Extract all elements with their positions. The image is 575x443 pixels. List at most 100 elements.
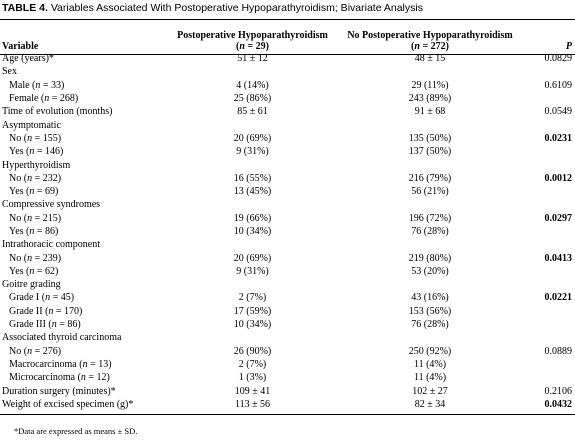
table-row: Yes (n = 62) 9 (31%) 53 (20%) — [0, 265, 575, 278]
cell-p-value — [525, 92, 575, 105]
row-label: Hyperthyroidism — [2, 159, 71, 171]
cell-p-value: 0.0012 — [544, 172, 573, 184]
cell-no-hypo — [335, 238, 525, 251]
table-row: Weight of excised specimen (g)* 113 ± 56 8… — [0, 398, 575, 411]
table-row: No (n = 215) 19 (66%) 196 (72%) 0.0297 — [0, 212, 575, 225]
data-table: Variable Postoperative Hypoparathyroidis… — [0, 26, 575, 411]
cell-p-value — [525, 318, 575, 331]
table-caption: TABLE 4. Variables Associated With Posto… — [2, 2, 572, 17]
row-label: Compressive syndromes — [2, 199, 101, 211]
cell-p-value — [525, 305, 575, 318]
cell-hypo: 16 (55%) — [233, 172, 272, 184]
cell-p-value — [525, 278, 575, 291]
header-rule — [0, 54, 575, 55]
table-row: Grade II (n = 170) 17 (59%) 153 (56%) — [0, 305, 575, 318]
table-row: Grade III (n = 86) 10 (34%) 76 (28%) — [0, 318, 575, 331]
header-hypo-n: (n = 29) — [236, 41, 269, 52]
cell-no-hypo — [335, 65, 525, 78]
table-row: Intrathoracic component — [0, 238, 575, 251]
cell-hypo: 2 (7%) — [238, 292, 267, 304]
cell-p-value: 0.0221 — [544, 292, 573, 304]
table-row: Grade I (n = 45) 2 (7%) 43 (16%) 0.0221 — [0, 291, 575, 304]
table-row: No (n = 232) 16 (55%) 216 (79%) 0.0012 — [0, 172, 575, 185]
cell-p-value: 0.0829 — [544, 53, 573, 65]
row-label: Intrathoracic component — [2, 239, 101, 251]
row-label: Grade III (n = 86) — [9, 319, 81, 331]
cell-no-hypo: 243 (89%) — [408, 93, 452, 105]
row-label: Associated thyroid carcinoma — [2, 332, 122, 344]
cell-p-value: 0.6109 — [544, 79, 573, 91]
bottom-rule — [0, 414, 575, 415]
cell-no-hypo: 102 ± 27 — [412, 385, 448, 397]
footnote: *Data are expressed as means ± SD. — [14, 426, 138, 436]
cell-hypo: 85 ± 61 — [237, 106, 268, 118]
cell-no-hypo: 153 (56%) — [408, 305, 452, 317]
cell-hypo — [170, 331, 335, 344]
cell-no-hypo: 82 ± 34 — [414, 398, 446, 410]
row-label: Macrocarcinoma (n = 13) — [9, 358, 112, 370]
cell-p-value: 0.0413 — [544, 252, 573, 264]
cell-p-value — [525, 331, 575, 344]
row-label: Grade II (n = 170) — [9, 305, 83, 317]
cell-hypo: 13 (45%) — [233, 186, 272, 198]
cell-hypo — [170, 238, 335, 251]
cell-p-value — [525, 198, 575, 211]
row-label: Yes (n = 86) — [9, 226, 59, 237]
row-label: No (n = 276) — [9, 345, 62, 357]
cell-no-hypo: 56 (21%) — [411, 186, 449, 198]
table-row: No (n = 276) 26 (90%) 250 (92%) 0.0889 — [0, 345, 575, 358]
row-label: Microcarcinoma (n = 12) — [9, 372, 110, 384]
cell-no-hypo: 196 (72%) — [408, 212, 452, 224]
cell-hypo: 26 (90%) — [233, 345, 272, 357]
row-label: Asymptomatic — [2, 119, 61, 131]
cell-hypo: 1 (3%) — [238, 372, 267, 384]
cell-hypo: 9 (31%) — [236, 265, 269, 277]
row-label: No (n = 215) — [9, 212, 62, 224]
row-label: No (n = 239) — [9, 252, 62, 264]
row-label: Time of evolution (months) — [2, 106, 113, 118]
table-row: Time of evolution (months) 85 ± 61 91 ± 68… — [0, 105, 575, 118]
cell-p-value — [525, 371, 575, 384]
cell-p-value: 0.0231 — [544, 132, 573, 144]
cell-hypo — [170, 65, 335, 78]
table-row: Age (years)* 51 ± 12 48 ± 15 0.0829 — [0, 52, 575, 65]
cell-no-hypo — [335, 118, 525, 131]
row-label: Grade I (n = 45) — [9, 292, 75, 304]
top-rule — [0, 19, 575, 20]
row-label: Weight of excised specimen (g)* — [2, 398, 134, 410]
table-row: Microcarcinoma (n = 12) 1 (3%) 11 (4%) — [0, 371, 575, 384]
cell-p-value: 0.2106 — [544, 385, 573, 397]
cell-p-value — [525, 265, 575, 278]
table-row: Female (n = 268) 25 (86%) 243 (89%) — [0, 92, 575, 105]
cell-hypo: 20 (69%) — [233, 132, 272, 144]
cell-p-value — [525, 225, 575, 238]
cell-hypo: 20 (69%) — [233, 252, 272, 264]
cell-p-value: 0.0297 — [544, 212, 573, 224]
cell-no-hypo — [335, 198, 525, 211]
cell-hypo: 19 (66%) — [233, 212, 272, 224]
header-hypo-label: Postoperative Hypoparathyroidism — [177, 30, 328, 41]
table-row: Duration surgery (minutes)* 109 ± 41 102 ±… — [0, 384, 575, 397]
table-row: Associated thyroid carcinoma — [0, 331, 575, 344]
cell-hypo: 51 ± 12 — [237, 53, 268, 65]
cell-no-hypo: 91 ± 68 — [414, 106, 446, 118]
cell-no-hypo: 76 (28%) — [411, 319, 449, 331]
table-row: Hyperthyroidism — [0, 158, 575, 171]
table-row: Compressive syndromes — [0, 198, 575, 211]
cell-p-value — [525, 118, 575, 131]
cell-hypo — [170, 158, 335, 171]
cell-p-value: 0.0549 — [544, 106, 573, 118]
header-no-hypo-label: No Postoperative Hypoparathyroidism — [347, 30, 513, 41]
table-row: No (n = 239) 20 (69%) 219 (80%) 0.0413 — [0, 251, 575, 264]
row-label: Male (n = 33) — [9, 79, 65, 91]
cell-no-hypo: 53 (20%) — [411, 265, 449, 277]
table-number: TABLE 4. — [2, 2, 48, 14]
cell-hypo: 113 ± 56 — [234, 398, 271, 410]
cell-p-value — [525, 65, 575, 78]
cell-hypo: 109 ± 41 — [234, 385, 271, 397]
cell-no-hypo: 11 (4%) — [413, 358, 447, 370]
cell-hypo — [170, 278, 335, 291]
cell-no-hypo: 76 (28%) — [411, 226, 449, 237]
cell-no-hypo — [335, 158, 525, 171]
cell-no-hypo — [335, 278, 525, 291]
